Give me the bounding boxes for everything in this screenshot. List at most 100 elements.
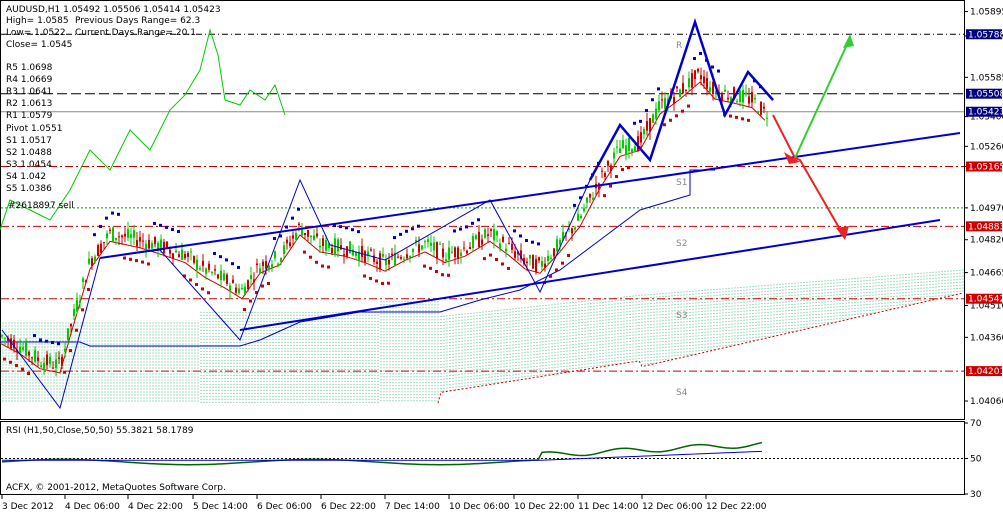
candle-body (754, 98, 756, 100)
sar-dot (741, 117, 744, 121)
candle-body (568, 228, 570, 230)
candle-body (262, 261, 264, 267)
candle-body (574, 227, 576, 230)
rsi-tick-label: 30 (970, 490, 982, 500)
candle-body (331, 248, 333, 253)
rsi-indicator: 70 50 30 (1, 419, 982, 500)
candle-body (250, 275, 252, 280)
candle-body (67, 328, 69, 341)
upper-trendline (99, 132, 961, 259)
candle-body (556, 239, 558, 252)
sar-dot (315, 260, 318, 264)
candle-body (103, 241, 105, 244)
x-tick-label: 4 Dec 06:00 (65, 502, 120, 512)
price-badge (966, 29, 1002, 40)
y-tick-label: 1.05895 (970, 8, 1003, 18)
candle-body (301, 229, 303, 236)
candle-body (22, 347, 24, 350)
candle-body (529, 255, 531, 259)
candle-body (766, 117, 768, 119)
candle-body (106, 233, 108, 239)
candle-body (676, 86, 678, 89)
candle-body (760, 101, 762, 115)
candle-body (289, 242, 291, 247)
candle-body (40, 365, 42, 368)
arrow-head-mid (784, 152, 800, 164)
candle-body (118, 236, 120, 238)
candle-body (85, 280, 87, 283)
candle-body (124, 233, 126, 237)
candle-body (619, 148, 621, 154)
sar-dot (117, 212, 120, 216)
sar-dot (273, 237, 276, 241)
previous-range: Previous Days Range= 62.3 (75, 16, 200, 26)
time-axis: 3 Dec 2012 4 Dec 06:00 4 Dec 22:00 5 Dec 14… (1, 495, 767, 512)
candle-body (13, 339, 15, 349)
candle-body (484, 229, 486, 238)
candle-body (184, 253, 186, 259)
sar-dot (345, 226, 348, 230)
sar-dot (9, 360, 12, 364)
candle-body (493, 229, 495, 241)
candle-body (166, 241, 168, 248)
candle-body (655, 108, 657, 119)
sar-dot (267, 282, 270, 286)
candle-body (634, 146, 636, 152)
sar-dot (555, 268, 558, 272)
sar-dot (243, 308, 246, 312)
tag-s4: S4 (676, 388, 688, 398)
candle-body (496, 231, 498, 236)
sar-dot (651, 98, 654, 102)
candle-body (271, 264, 273, 268)
sar-dot (603, 194, 606, 198)
sar-dot (249, 299, 252, 303)
price-badge (966, 293, 1002, 304)
y-tick-label: 1.04360 (970, 333, 1003, 343)
candle-body (319, 245, 321, 248)
kijun-line (0, 169, 715, 347)
candle-body (292, 235, 294, 239)
sar-dot (303, 250, 306, 254)
candle-body (505, 248, 507, 252)
candle-body (286, 239, 288, 244)
candle-body (61, 356, 63, 366)
candle-body (451, 251, 453, 253)
pivot-r2: R2 1.0613 (6, 99, 52, 109)
pivot-s1: S1 1.0517 (6, 136, 52, 146)
sar-dot (195, 282, 198, 286)
candle-body (175, 250, 177, 253)
candle-body (562, 232, 564, 241)
sar-dot (51, 341, 54, 345)
x-tick-label: 5 Dec 14:00 (193, 502, 248, 512)
candle-body (214, 269, 216, 271)
candle-body (4, 337, 6, 339)
candle-body (223, 273, 225, 281)
y-tick-label: 1.04970 (970, 204, 1003, 214)
sar-dot (645, 109, 648, 113)
candle-body (640, 132, 642, 143)
pivot-s5: S5 1.0386 (6, 184, 52, 194)
candle-body (211, 272, 213, 274)
candle-body (139, 237, 141, 242)
candle-body (652, 114, 654, 123)
sar-dot (201, 287, 204, 291)
candle-body (364, 251, 366, 263)
sar-dot (381, 282, 384, 286)
candle-body (466, 250, 468, 254)
sar-dot (393, 236, 396, 240)
candle-body (418, 244, 420, 253)
candle-body (52, 367, 54, 369)
sar-dot (297, 207, 300, 211)
candle-body (169, 249, 171, 254)
candle-body (727, 97, 729, 100)
trendlines (1, 17, 961, 410)
copyright: ACFX, © 2001-2012, MetaQuotes Software C… (6, 483, 226, 493)
header-info: AUDUSD,H1 1.05492 1.05506 1.05414 1.0542… (6, 5, 221, 50)
sar-dot (711, 65, 714, 69)
candle-body (523, 258, 525, 265)
candle-body (610, 165, 612, 171)
sar-dot (33, 334, 36, 338)
candle-body (463, 247, 465, 249)
price-axis: 1.058951.057801.055851.054001.052601.051… (964, 8, 1003, 407)
